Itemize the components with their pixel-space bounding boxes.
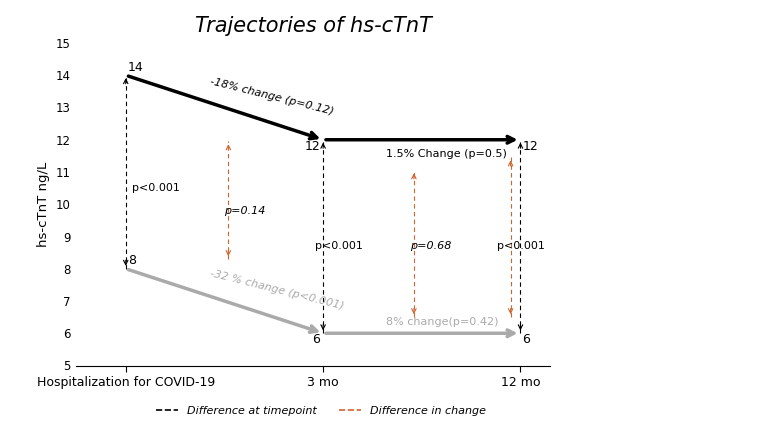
Text: -18% change (p=0.12): -18% change (p=0.12) — [209, 76, 335, 117]
Text: 12: 12 — [523, 140, 538, 153]
Text: 12: 12 — [304, 140, 320, 153]
Text: p=0.68: p=0.68 — [410, 241, 452, 251]
Legend: Difference at timepoint, Difference in change: Difference at timepoint, Difference in c… — [151, 401, 490, 420]
Text: 14: 14 — [128, 61, 144, 74]
Title: Trajectories of hs-cTnT: Trajectories of hs-cTnT — [195, 16, 432, 36]
Text: -32 % change (p<0.001): -32 % change (p<0.001) — [209, 268, 345, 311]
Text: 6: 6 — [523, 333, 530, 346]
Text: p<0.001: p<0.001 — [497, 241, 545, 251]
Text: p=0.14: p=0.14 — [225, 206, 266, 216]
Text: 8: 8 — [128, 254, 136, 267]
Text: 8% change(p=0.42): 8% change(p=0.42) — [387, 317, 499, 327]
Text: 6: 6 — [312, 333, 320, 346]
Y-axis label: hs-cTnT ng/L: hs-cTnT ng/L — [37, 162, 50, 247]
Text: 1.5% Change (p=0.5): 1.5% Change (p=0.5) — [387, 149, 507, 159]
Text: p<0.001: p<0.001 — [316, 241, 363, 251]
Text: p<0.001: p<0.001 — [131, 183, 180, 193]
